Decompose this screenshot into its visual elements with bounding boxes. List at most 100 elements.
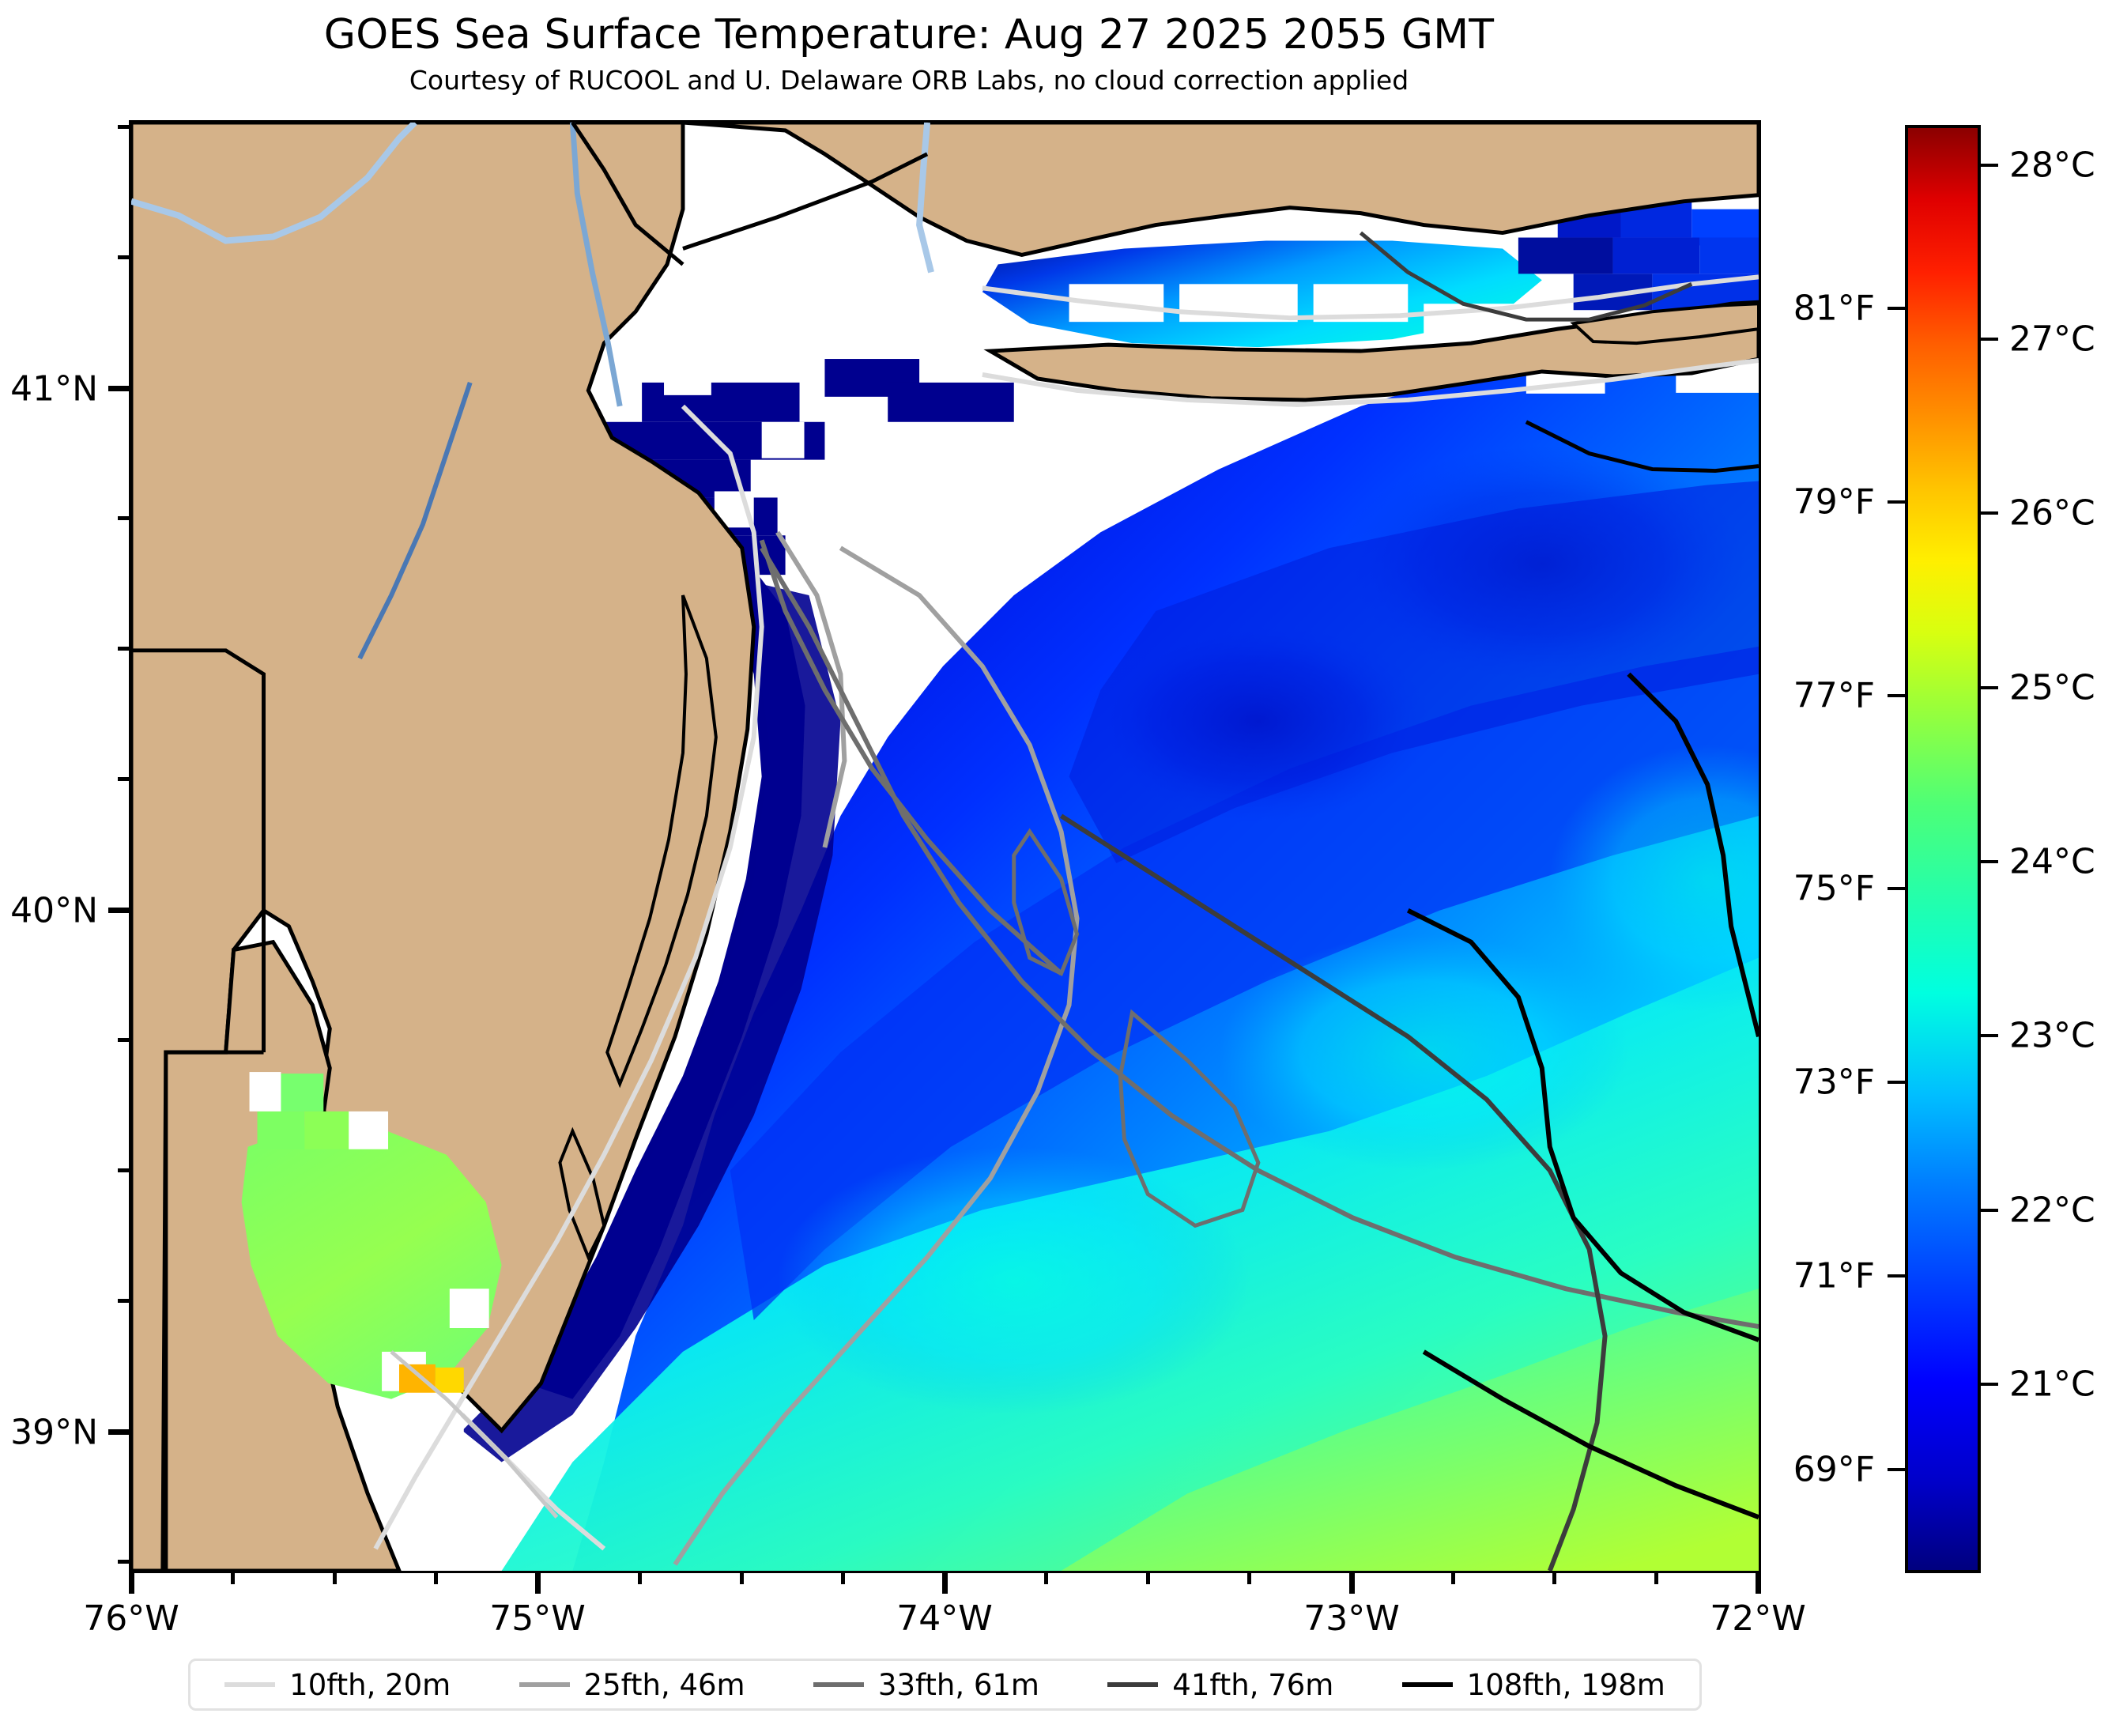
x-tick-label-76w: 76°W xyxy=(83,1598,179,1639)
x-tick-label-72w: 72°W xyxy=(1710,1598,1806,1639)
cb-label-23c: 23°C xyxy=(2009,1015,2095,1056)
sst-warm-eddy-a xyxy=(1218,934,1629,1171)
sst-delaware-bay xyxy=(241,1072,502,1399)
y-tick-minor xyxy=(118,516,129,520)
x-tick-major-76w xyxy=(129,1573,134,1594)
cb-tick-71f xyxy=(1888,1274,1905,1277)
bathymetry-contours xyxy=(131,123,1759,1571)
sst-cold-eddy-b xyxy=(1337,445,1748,682)
y-tick-minor xyxy=(118,1168,129,1172)
sst-midshelf-cool-tongue xyxy=(730,646,1759,1321)
contour-10fth-lis xyxy=(982,274,1759,321)
cb-label-26c: 26°C xyxy=(2009,492,2095,534)
bathymetry-legend[interactable]: 10fth, 20m 25fth, 46m 33fth, 61m 41fth, … xyxy=(188,1659,1702,1711)
legend-label-33fth: 33fth, 61m xyxy=(877,1667,1039,1702)
contour-33fth-small-closed xyxy=(1012,828,1080,976)
cb-label-81f: 81°F xyxy=(1793,288,1875,329)
legend-item-41fth[interactable]: 41fth, 76m xyxy=(1107,1668,1333,1702)
cb-tick-28c xyxy=(1981,164,1998,167)
sst-map-svg xyxy=(131,123,1759,1571)
y-tick-minor xyxy=(118,1299,129,1303)
cb-label-22c: 22°C xyxy=(2009,1190,2095,1231)
x-tick-minor xyxy=(1247,1573,1251,1584)
y-tick-minor xyxy=(118,125,129,129)
page-title: GOES Sea Surface Temperature: Aug 27 202… xyxy=(323,11,1495,58)
cb-tick-22c xyxy=(1981,1209,1998,1212)
legend-line-33fth xyxy=(813,1682,864,1687)
legend-line-41fth xyxy=(1107,1682,1159,1687)
x-tick-label-73w: 73°W xyxy=(1303,1598,1400,1639)
y-tick-minor xyxy=(118,255,129,259)
sst-cold-eddy-a xyxy=(1084,618,1432,825)
cb-label-73f: 73°F xyxy=(1793,1062,1875,1103)
cb-tick-26c xyxy=(1981,511,1998,515)
x-tick-minor xyxy=(333,1573,337,1584)
x-tick-major-74w xyxy=(942,1573,948,1594)
x-tick-label-74w: 74°W xyxy=(896,1598,993,1639)
contour-10fth-delbay xyxy=(390,1350,559,1519)
cb-tick-77f xyxy=(1888,694,1905,697)
land-nj-barrier-islands xyxy=(605,594,718,1089)
state-boundary-ny-ct xyxy=(682,152,929,251)
y-tick-major-40n xyxy=(108,908,129,913)
contour-10fth-li-south xyxy=(982,358,1759,407)
cb-tick-25c xyxy=(1981,686,1998,689)
x-tick-label-75w: 75°W xyxy=(489,1598,586,1639)
y-tick-minor xyxy=(118,1038,129,1042)
cb-tick-69f xyxy=(1888,1468,1905,1471)
cb-label-21c: 21°C xyxy=(2009,1364,2095,1405)
x-tick-minor xyxy=(1451,1573,1455,1584)
contour-108fth-east xyxy=(1627,672,1759,1037)
legend-item-108fth[interactable]: 108fth, 198m xyxy=(1401,1668,1665,1702)
legend-line-25fth xyxy=(519,1682,570,1687)
sst-nj-upwelling-band-outer xyxy=(462,564,841,1462)
map-clip xyxy=(131,123,1759,1571)
sst-warm-eddy-c xyxy=(1549,745,1759,1013)
x-tick-minor xyxy=(1044,1573,1048,1584)
y-tick-label-39n: 39°N xyxy=(10,1412,98,1453)
state-boundary-ny-nj xyxy=(571,123,685,266)
cb-label-75f: 75°F xyxy=(1793,868,1875,909)
cb-tick-75f xyxy=(1888,887,1905,890)
y-tick-major-39n xyxy=(108,1429,129,1435)
contour-41fth-ne xyxy=(1359,231,1693,322)
sst-colorbar[interactable] xyxy=(1905,125,1981,1573)
cb-tick-81f xyxy=(1888,307,1905,310)
x-tick-minor xyxy=(841,1573,845,1584)
cb-label-77f: 77°F xyxy=(1793,675,1875,716)
river-connecticut xyxy=(916,123,934,274)
state-boundary-de-md xyxy=(131,648,266,1053)
contour-10fth-nj xyxy=(373,404,764,1550)
legend-item-25fth[interactable]: 25fth, 46m xyxy=(519,1668,745,1702)
cb-tick-79f xyxy=(1888,500,1905,504)
x-tick-major-73w xyxy=(1349,1573,1355,1594)
river-upper-left xyxy=(131,123,417,244)
x-tick-minor xyxy=(231,1573,235,1584)
legend-item-33fth[interactable]: 33fth, 61m xyxy=(813,1668,1039,1702)
legend-line-108fth xyxy=(1401,1682,1453,1687)
sst-se-corner-warm xyxy=(1061,1289,1759,1571)
cb-label-79f: 79°F xyxy=(1793,481,1875,523)
x-tick-major-72w xyxy=(1756,1573,1761,1594)
x-tick-minor xyxy=(740,1573,744,1584)
contour-33fth-hudson-canyon xyxy=(759,539,1063,976)
y-tick-label-40n: 40°N xyxy=(10,890,98,931)
legend-label-41fth: 41fth, 76m xyxy=(1172,1667,1334,1702)
legend-item-10fth[interactable]: 10fth, 20m xyxy=(224,1668,451,1702)
page-subtitle: Courtesy of RUCOOL and U. Delaware ORB L… xyxy=(409,65,1409,96)
x-tick-minor xyxy=(1654,1573,1658,1584)
cb-tick-73f xyxy=(1888,1081,1905,1084)
cb-tick-21c xyxy=(1981,1383,1998,1386)
x-tick-minor xyxy=(1146,1573,1150,1584)
cb-label-25c: 25°C xyxy=(2009,667,2095,708)
x-tick-major-75w xyxy=(535,1573,541,1594)
cb-label-27c: 27°C xyxy=(2009,319,2095,360)
y-tick-minor xyxy=(118,777,129,781)
sst-map-plot-area[interactable] xyxy=(129,120,1761,1573)
legend-label-10fth: 10fth, 20m xyxy=(289,1667,451,1702)
land-montauk xyxy=(1570,302,1759,345)
cb-label-69f: 69°F xyxy=(1793,1449,1875,1490)
contour-108fth-ne-corner xyxy=(1525,420,1759,474)
river-hudson xyxy=(569,123,623,407)
cb-tick-23c xyxy=(1981,1034,1998,1037)
